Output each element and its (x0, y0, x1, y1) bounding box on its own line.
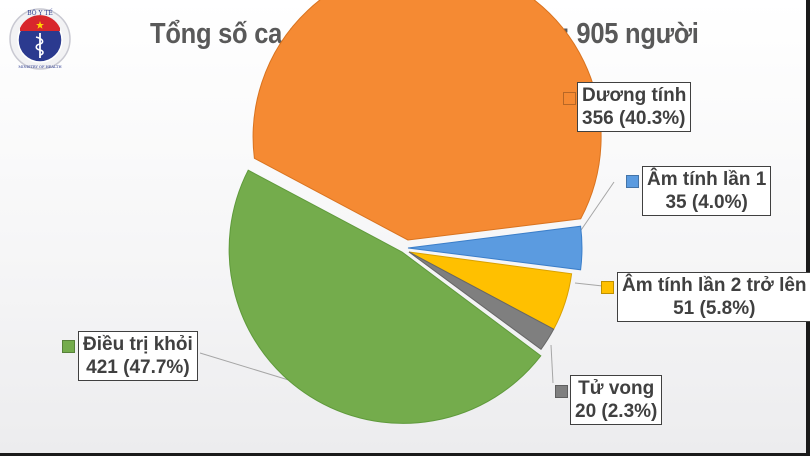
swatch-positive (563, 92, 576, 105)
label-positive: Dương tính 356 (40.3%) (577, 82, 692, 132)
label-value: 35 (4.0%) (665, 192, 748, 213)
logo-top-text: BỘ Y TẾ (27, 9, 53, 17)
label-negative-twice-plus: Âm tính lần 2 trở lên 51 (5.8%) (617, 272, 810, 322)
label-value: 356 (40.3%) (582, 108, 686, 129)
label-value: 20 (2.3%) (575, 401, 658, 422)
ministry-of-health-logo: BỘ Y TẾ MINISTRY OF HEALTH (9, 8, 71, 70)
label-value: 421 (47.7%) (86, 357, 190, 378)
label-name: Điều trị khỏi (83, 334, 193, 355)
swatch-deceased (555, 385, 568, 398)
label-name: Âm tính lần 2 trở lên (622, 275, 807, 296)
logo-bottom-text: MINISTRY OF HEALTH (18, 65, 61, 69)
frame-border-bottom (0, 453, 810, 456)
label-negative-once: Âm tính lần 1 35 (4.0%) (642, 166, 772, 216)
frame-border-right (806, 0, 810, 456)
label-value: 51 (5.8%) (673, 298, 756, 319)
label-name: Dương tính (582, 85, 687, 106)
pie-slice-deceased[interactable] (408, 251, 555, 350)
label-recovered: Điều trị khỏi 421 (47.7%) (78, 331, 198, 381)
pie-slice-negative-once[interactable] (407, 225, 583, 271)
pie-slice-recovered[interactable] (228, 169, 542, 424)
label-deceased: Tử vong 20 (2.3%) (570, 375, 663, 425)
swatch-negative-twice-plus (601, 281, 614, 294)
swatch-recovered (62, 340, 75, 353)
swatch-negative-once (626, 175, 639, 188)
label-name: Âm tính lần 1 (647, 169, 767, 190)
label-name: Tử vong (578, 378, 655, 399)
